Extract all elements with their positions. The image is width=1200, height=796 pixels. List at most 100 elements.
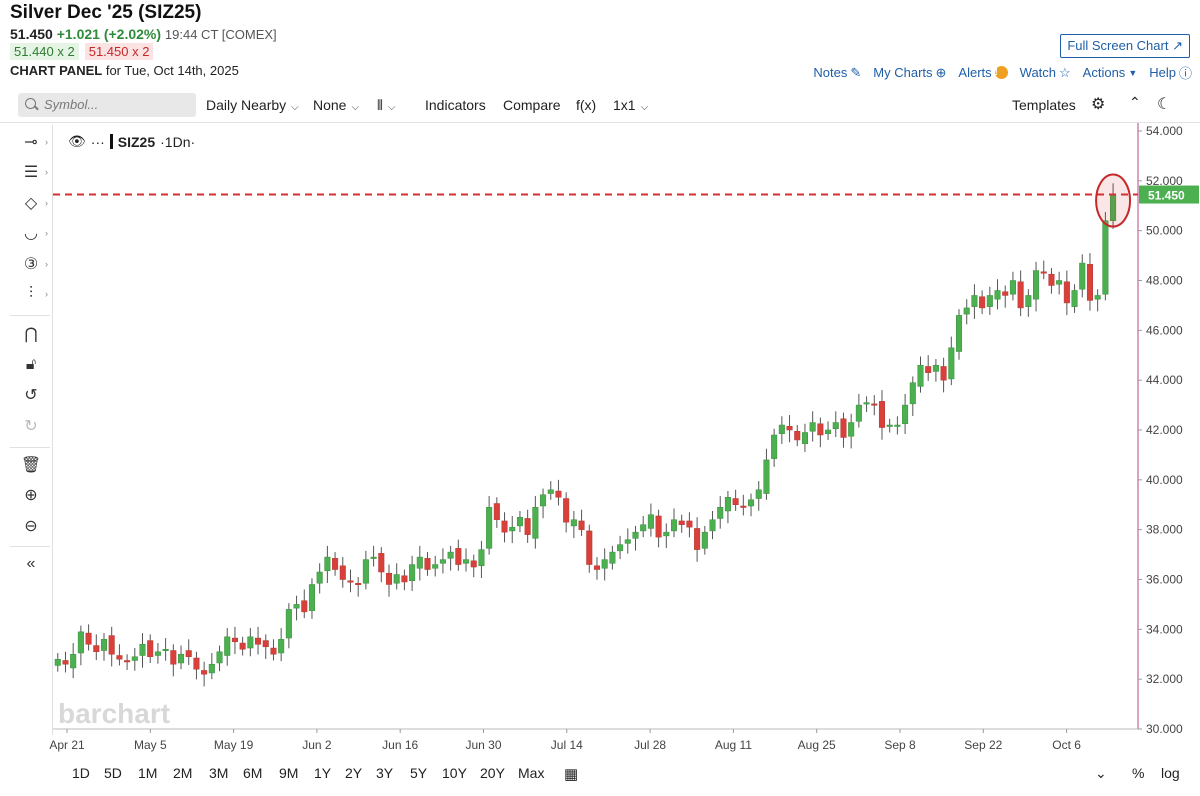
range-5y[interactable]: 5Y	[410, 765, 428, 781]
none-dropdown[interactable]: None ⌵	[313, 97, 359, 113]
indicators-button[interactable]: Indicators	[425, 97, 486, 113]
chevron-right-icon[interactable]: ›	[45, 228, 48, 238]
chart-type-dropdown[interactable]: ⫴ ⌵	[377, 97, 395, 114]
candle	[409, 555, 416, 591]
candle-body	[100, 639, 108, 651]
line-tool-icon[interactable]: ⊸	[24, 134, 38, 151]
magnet-icon[interactable]: ⋂	[24, 326, 38, 343]
candle	[748, 493, 755, 517]
candle-body	[162, 649, 169, 652]
candle	[617, 535, 624, 560]
eye-icon[interactable]: 👁︎	[68, 133, 86, 149]
zoom-out-icon[interactable]: ⊖	[24, 518, 38, 535]
templates-button[interactable]: Templates	[1012, 97, 1076, 113]
mycharts-link[interactable]: My Charts ⊕	[873, 63, 946, 82]
chevron-right-icon[interactable]: ›	[45, 167, 48, 177]
calendar-icon[interactable]: ▦	[564, 766, 579, 783]
period-label: Daily Nearby	[206, 97, 287, 113]
fib-tool-icon[interactable]: ☰	[23, 164, 39, 181]
range-1y[interactable]: 1Y	[314, 765, 332, 781]
collapse-icon[interactable]: ⌃	[1129, 94, 1141, 110]
candle	[940, 357, 947, 393]
range-6m[interactable]: 6M	[243, 765, 263, 781]
more-icon[interactable]: ···	[90, 133, 105, 150]
candle-body	[686, 520, 693, 528]
candle	[54, 653, 61, 672]
candle	[971, 284, 978, 319]
count-tool-icon[interactable]: ③	[23, 256, 39, 273]
star-icon: ☆	[1059, 64, 1071, 80]
chevron-right-icon[interactable]: ›	[45, 137, 48, 147]
range-2y[interactable]: 2Y	[345, 765, 363, 781]
candle-body	[563, 498, 570, 523]
candle-body	[486, 506, 493, 549]
panel-date: for Tue, Oct 14th, 2025	[105, 63, 239, 78]
range-9m[interactable]: 9M	[279, 765, 299, 781]
candle-body	[463, 559, 470, 564]
gear-icon[interactable]: ⚙	[1091, 96, 1106, 113]
double-chevron-down-icon[interactable]: ⌄	[1095, 765, 1107, 781]
watch-link[interactable]: Watch ☆	[1020, 63, 1071, 82]
log-toggle[interactable]: log	[1161, 765, 1180, 781]
actions-menu[interactable]: Actions ▼	[1083, 63, 1138, 82]
range-2m[interactable]: 2M	[173, 765, 193, 781]
legend-interval: ·1Dn·	[160, 133, 196, 150]
candle	[147, 634, 154, 663]
moon-icon[interactable]: ☾	[1157, 96, 1172, 113]
candle-body	[370, 556, 377, 559]
price-chart[interactable]: barchart 54.000 52.000 50.000 48.000 46.000 4…	[0, 0, 1200, 760]
compare-button[interactable]: Compare	[503, 97, 561, 113]
pattern-tool-icon[interactable]: ⫶	[28, 285, 33, 302]
range-1d[interactable]: 1D	[72, 765, 90, 781]
candle-body	[1086, 264, 1093, 301]
range-10y[interactable]: 10Y	[442, 765, 467, 781]
candle	[848, 413, 855, 449]
candle-body	[493, 503, 500, 520]
candle	[894, 416, 901, 435]
curve-tool-icon[interactable]: ◡	[24, 225, 38, 242]
candle-body	[378, 553, 385, 573]
fullscreen-button[interactable]: Full Screen Chart ↗	[1060, 34, 1190, 58]
layout-dropdown[interactable]: 1x1 ⌵	[613, 97, 648, 113]
range-3m[interactable]: 3M	[209, 765, 229, 781]
chevron-right-icon[interactable]: ›	[45, 289, 48, 299]
chevron-right-icon[interactable]: ›	[45, 198, 48, 208]
y-tick-label: 52.000	[1146, 174, 1183, 188]
undo-icon[interactable]: ↺	[24, 387, 38, 404]
range-1m[interactable]: 1M	[138, 765, 158, 781]
candle-body	[393, 574, 400, 584]
range-3y[interactable]: 3Y	[376, 765, 394, 781]
candle-body	[1009, 280, 1016, 295]
range-5d[interactable]: 5D	[104, 765, 122, 781]
symbol-search-input[interactable]: Symbol...	[18, 93, 196, 117]
range-20y[interactable]: 20Y	[480, 765, 505, 781]
quote-time: 19:44 CT [COMEX]	[164, 27, 277, 42]
percent-toggle[interactable]: %	[1132, 765, 1145, 781]
collapse-sidebar-icon[interactable]: «	[26, 555, 36, 572]
candle	[932, 358, 939, 382]
notes-link[interactable]: Notes ✎	[813, 63, 861, 82]
candle-body	[1040, 271, 1047, 274]
candle	[1071, 284, 1078, 313]
x-tick-label: Jul 28	[634, 738, 666, 752]
range-max[interactable]: Max	[518, 765, 545, 781]
candle-body	[362, 559, 369, 584]
zoom-in-icon[interactable]: ⊕	[24, 487, 38, 504]
fx-button[interactable]: f(x)	[576, 97, 597, 113]
alerts-link[interactable]: Alerts!	[958, 63, 1008, 82]
help-link[interactable]: Help ⓘ	[1149, 63, 1192, 82]
redo-icon[interactable]: ↻	[24, 418, 38, 435]
unlock-icon[interactable]: 🔓︎	[25, 356, 37, 373]
candle-body	[863, 402, 870, 405]
candle-body	[116, 655, 123, 660]
candle	[1017, 270, 1024, 317]
period-dropdown[interactable]: Daily Nearby ⌵	[206, 97, 299, 113]
candle-body	[832, 422, 839, 430]
candle	[486, 496, 493, 555]
candle	[216, 645, 223, 672]
trash-icon[interactable]: 🗑︎	[20, 457, 42, 474]
shape-tool-icon[interactable]: ◇	[24, 195, 38, 212]
chevron-right-icon[interactable]: ›	[45, 259, 48, 269]
divider	[10, 546, 50, 547]
candle	[285, 603, 292, 649]
